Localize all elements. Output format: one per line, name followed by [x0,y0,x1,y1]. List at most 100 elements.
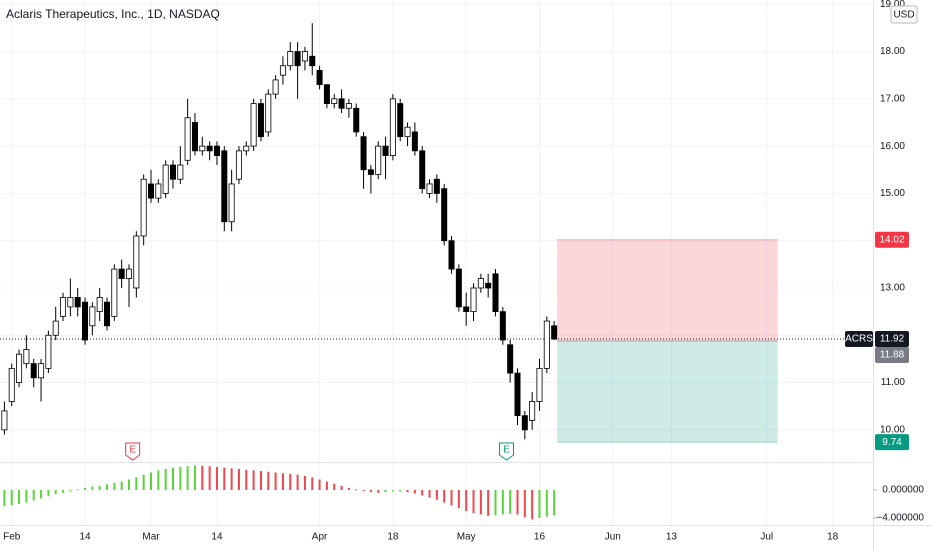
stop-zone [557,239,778,341]
candle-body [126,268,133,279]
candle-body [265,93,272,133]
histogram-bar [193,465,196,490]
price-label-bg [875,331,909,348]
candle-body [23,349,30,365]
earnings-marker [499,442,515,461]
histogram-bar [10,490,13,506]
candle-body [67,297,74,308]
candle-body [191,122,198,152]
candle-body [104,301,111,327]
candle-body [60,297,67,317]
candle-body [463,306,470,313]
histogram-bar [384,490,387,493]
candle-body [367,169,374,175]
histogram-bar [18,490,21,504]
histogram-bar [149,472,152,490]
symbol-label: ACRS [845,334,873,345]
histogram-bar [443,490,446,503]
candle-body [514,372,521,417]
x-tick-label: 16 [534,532,546,543]
candle-body [8,367,15,402]
histogram-bar [40,490,43,499]
histogram-bar [259,471,262,490]
currency-box[interactable] [890,5,918,24]
price-label: 9.74 [882,437,902,448]
candle-body [147,183,154,199]
candle-body [279,65,286,76]
candle-body [382,145,389,156]
histogram-bar [54,490,57,495]
histogram-bar [413,490,416,494]
candle-body [257,103,264,138]
candle-body [375,145,382,175]
histogram-bar [457,490,460,509]
candle-body [331,98,338,104]
candle-body [492,273,499,313]
y-tick-label: 10.00 [880,424,905,435]
candle-body [82,301,89,341]
histogram-bar [237,469,240,490]
histogram-bar [318,479,321,490]
candle-body [433,178,440,194]
y-tick-label: 13.00 [880,283,905,294]
histogram-bar [62,490,65,493]
osc-tick-label: 0.000000 [882,485,924,496]
x-tick-label: 13 [666,532,678,543]
candle-body [470,287,477,313]
histogram-bar [362,490,365,491]
histogram-bar [164,469,167,490]
histogram-bar [377,490,380,493]
candle-body [177,164,184,180]
histogram-bar [91,486,94,490]
histogram-bar [281,473,284,490]
histogram-bar [355,489,358,491]
histogram-bar [516,490,519,515]
x-tick-label: 18 [827,532,839,543]
histogram-bar [267,471,270,490]
candle-body [338,98,345,109]
histogram-bar [113,483,116,490]
price-label-bg [875,346,909,363]
x-tick-label: Jul [760,532,773,543]
histogram-bar [523,490,526,518]
currency[interactable]: USD [893,10,914,21]
candle-body [397,103,404,138]
candle-body [38,363,45,379]
histogram-bar [135,477,138,490]
histogram-bar [128,479,131,490]
candle-body [477,278,484,289]
histogram-bar [76,489,79,491]
histogram-bar [347,487,350,490]
x-tick-label: Jun [605,532,621,543]
histogram-bar [325,481,328,490]
candle-body [316,70,323,86]
histogram-bar [340,485,343,490]
candle-body [441,188,448,242]
candle-body [536,367,543,402]
candle-body [551,325,558,340]
candle-body [507,344,514,374]
histogram-bar [509,490,512,514]
candle-body [155,183,162,199]
candle-body [213,145,220,156]
histogram-bar [252,470,255,490]
histogram-bar [531,490,534,520]
histogram-bar [311,477,314,490]
histogram-bar [501,490,504,515]
histogram-bar [421,490,424,496]
candle-body [543,320,550,369]
candle-body [411,131,418,152]
price-label-bg [875,231,909,248]
candle-body [169,164,176,180]
candle-body [294,51,301,67]
histogram-bar [245,469,248,490]
candle-body [499,311,506,341]
candle-body [206,145,213,152]
grid [0,0,877,525]
histogram-bar [142,474,145,490]
candle-body [118,268,125,279]
histogram-bar [538,490,541,518]
candle-body [529,401,536,421]
histogram-bar [333,483,336,490]
